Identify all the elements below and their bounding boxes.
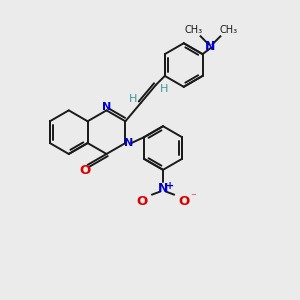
- Text: N: N: [102, 102, 111, 112]
- Text: N: N: [124, 138, 133, 148]
- Text: N: N: [205, 40, 216, 53]
- Text: O: O: [79, 164, 90, 177]
- Text: O: O: [136, 195, 148, 208]
- Text: ⁻: ⁻: [190, 193, 196, 202]
- Text: +: +: [166, 181, 174, 191]
- Text: H: H: [160, 84, 168, 94]
- Text: N: N: [158, 182, 168, 195]
- Text: CH₃: CH₃: [219, 25, 237, 35]
- Text: O: O: [178, 195, 190, 208]
- Text: H: H: [129, 94, 137, 104]
- Text: CH₃: CH₃: [184, 25, 203, 35]
